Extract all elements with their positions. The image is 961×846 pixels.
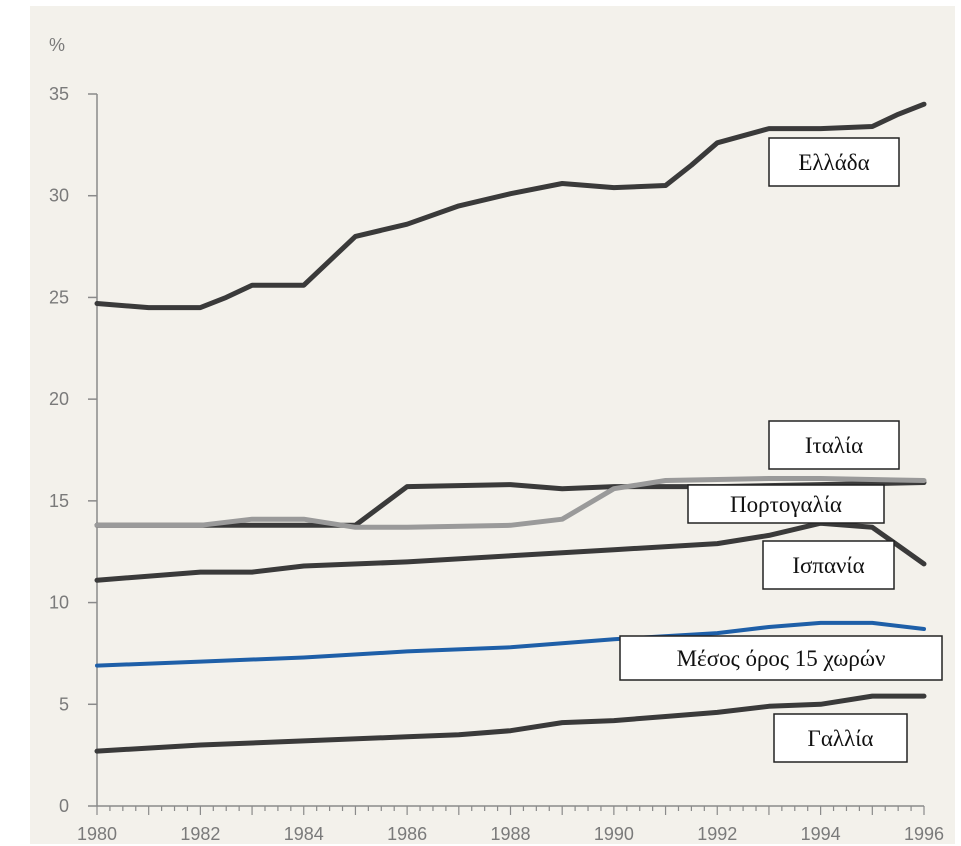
series-label-frame [768, 420, 900, 470]
x-tick-label: 1990 [594, 824, 634, 844]
series-label: Πορτογαλία [730, 492, 842, 517]
y-tick-label: 20 [49, 389, 69, 409]
series-label-box: Πορτογαλία [687, 484, 885, 524]
x-tick-label: 1982 [180, 824, 220, 844]
y-tick-label: 25 [49, 287, 69, 307]
series-line-5 [94, 693, 927, 754]
x-tick-label: 1988 [490, 824, 530, 844]
x-tick-label: 1994 [801, 824, 841, 844]
x-tick-label: 1996 [904, 824, 944, 844]
y-tick-label: 30 [49, 186, 69, 206]
series-label-frame [687, 484, 885, 524]
series-label-box: Μέσος όρος 15 χωρών [619, 635, 943, 681]
series-label-frame [768, 137, 900, 187]
series-label: Γαλλία [808, 726, 874, 751]
y-tick-label: 15 [49, 491, 69, 511]
series-line-3 [94, 520, 927, 583]
series-label-frame [773, 713, 908, 763]
series-line-2 [94, 476, 927, 530]
series-label-box: Ισπανία [762, 540, 895, 590]
y-tick-label: 0 [59, 796, 69, 816]
series-label: Μέσος όρος 15 χωρών [677, 646, 886, 671]
series-line-4 [95, 620, 926, 668]
series-line-0 [94, 101, 927, 311]
series-label: Ισπανία [792, 553, 864, 578]
x-tick-label: 1992 [697, 824, 737, 844]
y-axis-label: % [49, 35, 65, 55]
series-label-frame [762, 540, 895, 590]
series-label: Ελλάδα [798, 150, 869, 175]
series-label-frame [619, 635, 943, 681]
series-label-box: Ιταλία [768, 420, 900, 470]
y-tick-label: 5 [59, 694, 69, 714]
series-label-box: Γαλλία [773, 713, 908, 763]
series-label-box: Ελλάδα [768, 137, 900, 187]
x-tick-label: 1980 [77, 824, 117, 844]
series-label: Ιταλία [805, 433, 863, 458]
y-tick-label: 10 [49, 593, 69, 613]
y-tick-label: 35 [49, 84, 69, 104]
x-tick-label: 1984 [284, 824, 324, 844]
x-tick-label: 1986 [387, 824, 427, 844]
